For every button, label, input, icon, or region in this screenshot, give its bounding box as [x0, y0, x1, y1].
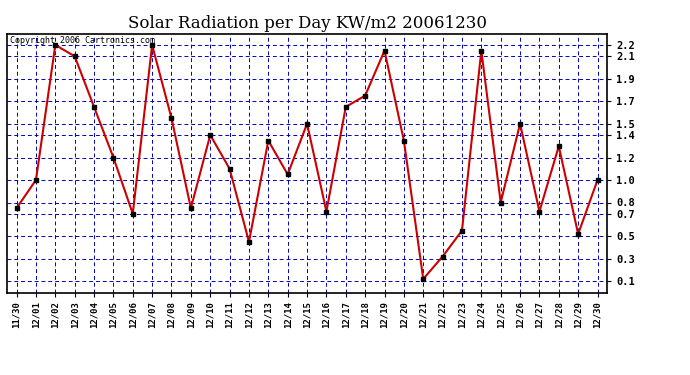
Text: Copyright 2006 Cartronics.com: Copyright 2006 Cartronics.com [10, 36, 155, 45]
Title: Solar Radiation per Day KW/m2 20061230: Solar Radiation per Day KW/m2 20061230 [128, 15, 486, 32]
